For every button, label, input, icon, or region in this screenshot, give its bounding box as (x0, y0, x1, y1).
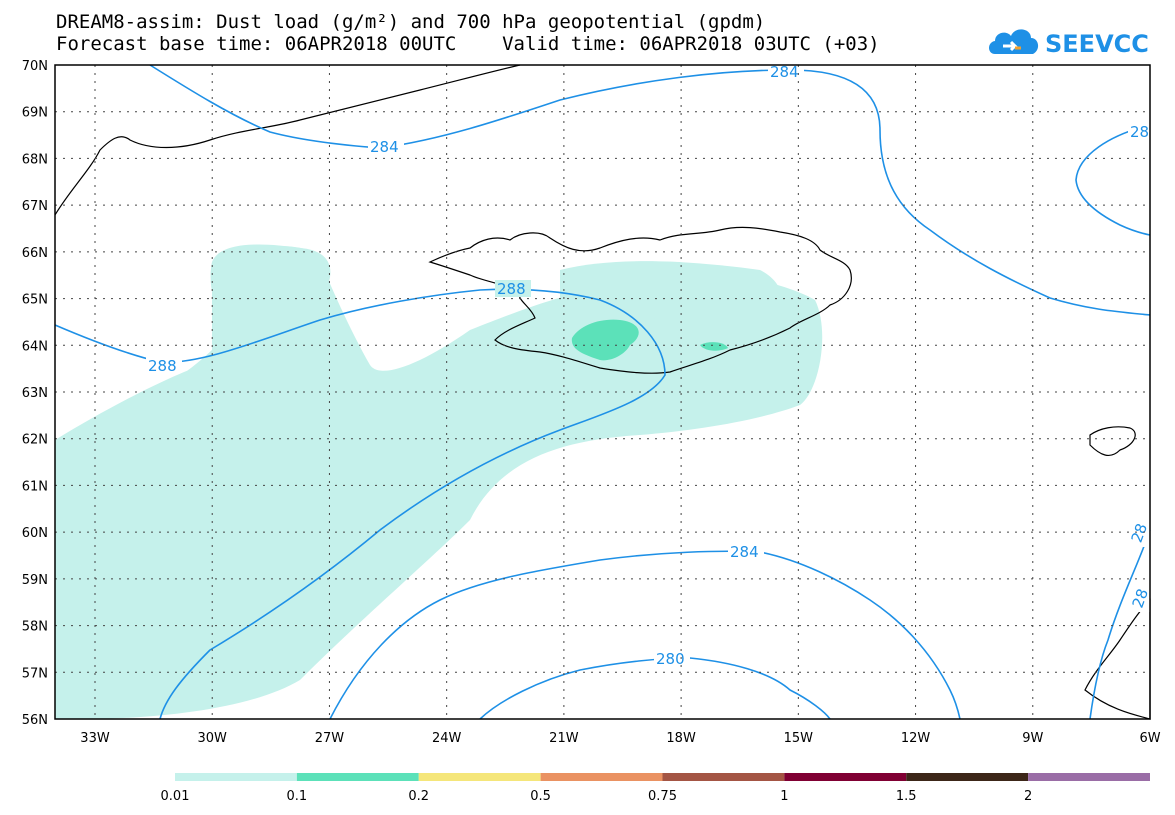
contour-label: 284 (770, 63, 799, 81)
longitude-label: 24W (432, 731, 462, 746)
latitude-label: 65N (22, 293, 48, 308)
graticule (55, 65, 1150, 719)
longitude-label: 33W (80, 731, 110, 746)
colorbar-swatch (1028, 773, 1150, 781)
dust-area-low (55, 244, 823, 720)
contour-label: 284 (730, 543, 759, 561)
iceland-coast (428, 226, 852, 374)
colorbar-label: 1.5 (896, 789, 917, 804)
contour-label: 28 (1129, 586, 1152, 610)
colorbar-swatch (662, 773, 785, 781)
faroe-coast (1089, 426, 1136, 457)
colorbar: 0.01 0.1 0.2 0.5 0.75 1 1.5 2 (161, 773, 1150, 804)
map-title-line1: DREAM8-assim: Dust load (g/m²) and 700 h… (56, 11, 766, 33)
colorbar-swatch (540, 773, 663, 781)
colorbar-swatch (906, 773, 1029, 781)
latitude-label: 59N (22, 573, 48, 588)
latitude-label: 63N (22, 386, 48, 401)
contour-label: 288 (497, 280, 526, 298)
scotland-coast (1084, 598, 1151, 720)
latitude-label: 62N (22, 433, 48, 448)
contour-284-east (1075, 124, 1151, 236)
latitude-labels: 70N 69N 68N 67N 66N 65N 64N 63N 62N 61N 60N 59N 58N 5… (22, 59, 48, 728)
latitude-label: 67N (22, 199, 48, 214)
contour-284-south (329, 550, 961, 720)
colorbar-swatch (418, 773, 541, 781)
contour-label: 284 (370, 138, 399, 156)
latitude-label: 61N (22, 479, 48, 494)
colorbar-swatch (296, 773, 419, 781)
longitude-label: 12W (901, 731, 931, 746)
seevccc-logo: SEEVCCC (989, 29, 1150, 58)
colorbar-label: 0.5 (530, 789, 551, 804)
longitude-label: 27W (315, 731, 345, 746)
logo-text: SEEVCCC (1045, 30, 1150, 58)
longitude-label: 9W (1022, 731, 1043, 746)
longitude-label: 6W (1139, 731, 1160, 746)
longitude-label: 21W (549, 731, 579, 746)
contour-label: 288 (148, 357, 177, 375)
colorbar-label: 2 (1024, 789, 1032, 804)
longitude-labels: 33W 30W 27W 24W 21W 18W 15W 12W 9W 6W (80, 731, 1160, 746)
colorbar-label: 0.1 (287, 789, 308, 804)
contour-label: 28 (1130, 123, 1149, 141)
latitude-label: 60N (22, 526, 48, 541)
latitude-label: 64N (22, 339, 48, 354)
longitude-label: 15W (784, 731, 814, 746)
colorbar-label: 0.01 (161, 789, 190, 804)
longitude-label: 18W (666, 731, 696, 746)
dust-area-mid (571, 319, 728, 361)
contour-280-south (479, 657, 831, 720)
map-title-line2: Forecast base time: 06APR2018 00UTC Vali… (56, 33, 880, 55)
colorbar-swatch (784, 773, 907, 781)
latitude-label: 66N (22, 246, 48, 261)
latitude-label: 58N (22, 620, 48, 635)
latitude-label: 57N (22, 666, 48, 681)
dust-forecast-map: 284 284 28 288 288 284 280 28 28 70N 69N 6… (22, 59, 1161, 746)
colorbar-label: 1 (780, 789, 788, 804)
contour-label: 280 (656, 650, 685, 668)
latitude-label: 69N (22, 106, 48, 121)
latitude-label: 56N (22, 713, 48, 728)
contour-labels: 284 284 28 288 288 284 280 28 28 (146, 62, 1152, 668)
coastlines (54, 64, 1151, 720)
colorbar-label: 0.75 (648, 789, 677, 804)
contour-288-east (1089, 529, 1151, 720)
contour-284-north (149, 64, 1151, 316)
map-frame (54, 64, 1151, 720)
colorbar-swatch (175, 773, 297, 781)
longitude-label: 30W (198, 731, 228, 746)
latitude-label: 70N (22, 59, 48, 74)
cloud-logo-icon (989, 29, 1039, 54)
colorbar-label: 0.2 (408, 789, 429, 804)
greenland-coast (54, 64, 521, 216)
latitude-label: 68N (22, 152, 48, 167)
contour-label: 28 (1128, 521, 1151, 545)
